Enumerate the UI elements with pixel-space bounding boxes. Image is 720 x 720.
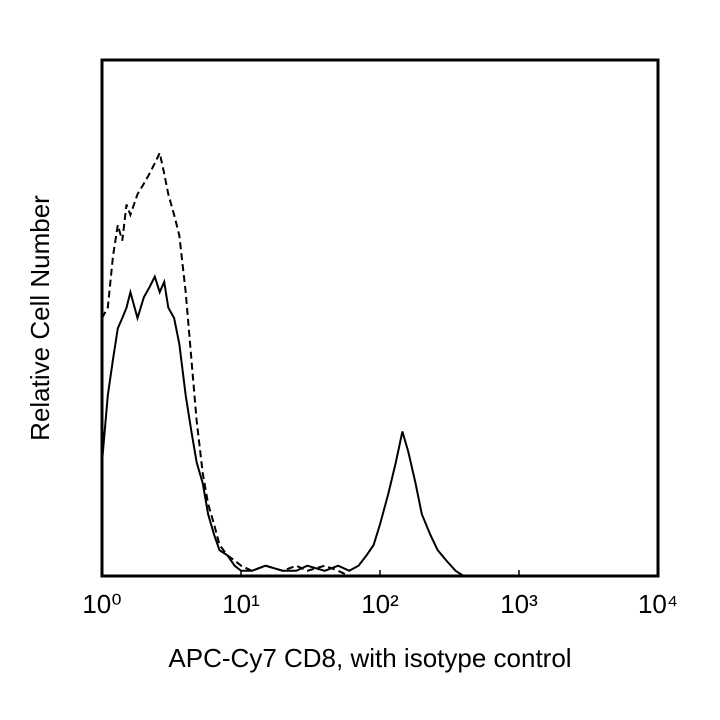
x-tick-label: 10³: [500, 589, 538, 619]
x-tick-label: 10¹: [222, 589, 260, 619]
x-tick-label: 10⁴: [638, 589, 678, 619]
histogram-line: [101, 149, 658, 577]
x-tick-label: 10²: [361, 589, 399, 619]
x-tick-label: 10⁰: [82, 589, 121, 619]
plot-frame: [100, 58, 660, 578]
y-axis-label: Relative Cell Number: [25, 195, 55, 441]
x-axis-label: APC-Cy7 CD8, with isotype control: [168, 643, 571, 673]
histogram-line: [101, 274, 658, 577]
